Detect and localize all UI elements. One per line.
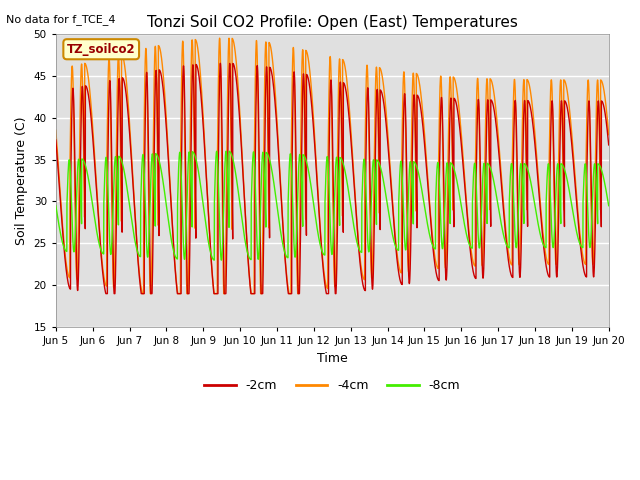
Title: Tonzi Soil CO2 Profile: Open (East) Temperatures: Tonzi Soil CO2 Profile: Open (East) Temp… <box>147 15 518 30</box>
Text: TZ_soilco2: TZ_soilco2 <box>67 43 136 56</box>
Text: No data for f_TCE_4: No data for f_TCE_4 <box>6 14 116 25</box>
Legend: -2cm, -4cm, -8cm: -2cm, -4cm, -8cm <box>199 374 465 397</box>
Y-axis label: Soil Temperature (C): Soil Temperature (C) <box>15 116 28 245</box>
X-axis label: Time: Time <box>317 352 348 365</box>
